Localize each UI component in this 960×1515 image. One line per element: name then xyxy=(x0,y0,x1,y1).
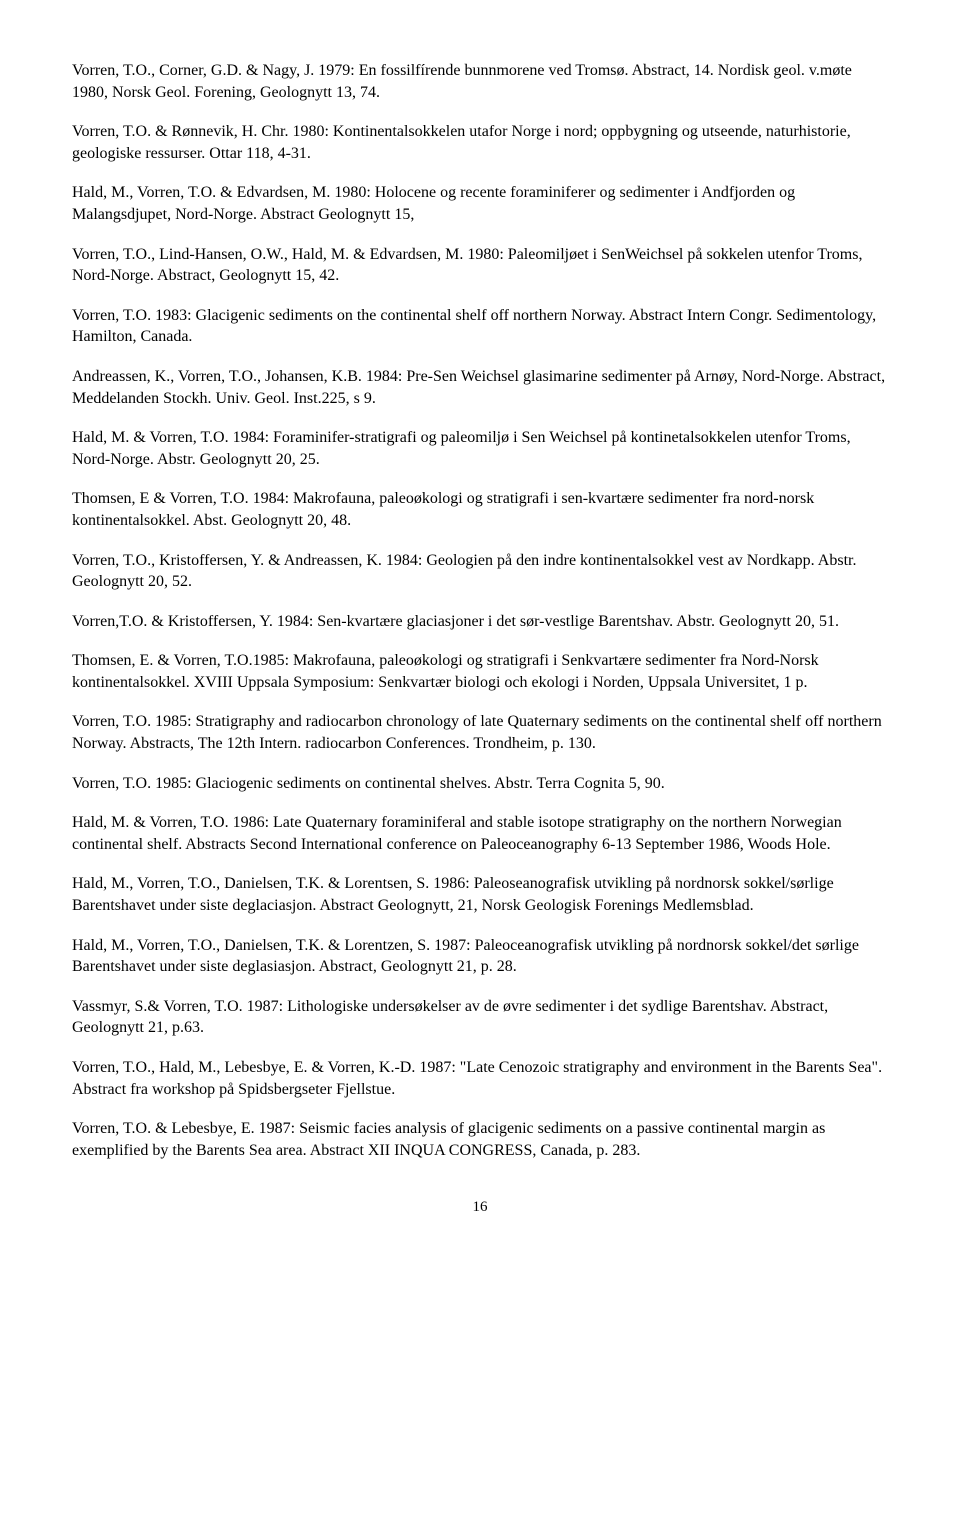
reference-entry: Hald, M. & Vorren, T.O. 1986: Late Quate… xyxy=(72,812,888,855)
reference-entry: Andreassen, K., Vorren, T.O., Johansen, … xyxy=(72,366,888,409)
reference-entry: Vorren, T.O., Lind-Hansen, O.W., Hald, M… xyxy=(72,244,888,287)
reference-entry: Hald, M. & Vorren, T.O. 1984: Foraminife… xyxy=(72,427,888,470)
reference-entry: Thomsen, E. & Vorren, T.O.1985: Makrofau… xyxy=(72,650,888,693)
reference-entry: Vorren, T.O., Corner, G.D. & Nagy, J. 19… xyxy=(72,60,888,103)
reference-entry: Hald, M., Vorren, T.O., Danielsen, T.K. … xyxy=(72,873,888,916)
reference-entry: Vorren, T.O., Hald, M., Lebesbye, E. & V… xyxy=(72,1057,888,1100)
reference-entry: Vorren, T.O. 1983: Glacigenic sediments … xyxy=(72,305,888,348)
reference-entry: Thomsen, E & Vorren, T.O. 1984: Makrofau… xyxy=(72,488,888,531)
reference-entry: Hald, M., Vorren, T.O., Danielsen, T.K. … xyxy=(72,935,888,978)
reference-entry: Vorren, T.O. & Lebesbye, E. 1987: Seismi… xyxy=(72,1118,888,1161)
reference-entry: Vorren, T.O., Kristoffersen, Y. & Andrea… xyxy=(72,550,888,593)
reference-entry: Hald, M., Vorren, T.O. & Edvardsen, M. 1… xyxy=(72,182,888,225)
reference-entry: Vorren, T.O. 1985: Stratigraphy and radi… xyxy=(72,711,888,754)
page-number: 16 xyxy=(72,1197,888,1217)
reference-entry: Vassmyr, S.& Vorren, T.O. 1987: Litholog… xyxy=(72,996,888,1039)
reference-entry: Vorren, T.O. 1985: Glaciogenic sediments… xyxy=(72,773,888,795)
reference-list: Vorren, T.O., Corner, G.D. & Nagy, J. 19… xyxy=(72,60,888,1161)
reference-entry: Vorren, T.O. & Rønnevik, H. Chr. 1980: K… xyxy=(72,121,888,164)
reference-entry: Vorren,T.O. & Kristoffersen, Y. 1984: Se… xyxy=(72,611,888,633)
